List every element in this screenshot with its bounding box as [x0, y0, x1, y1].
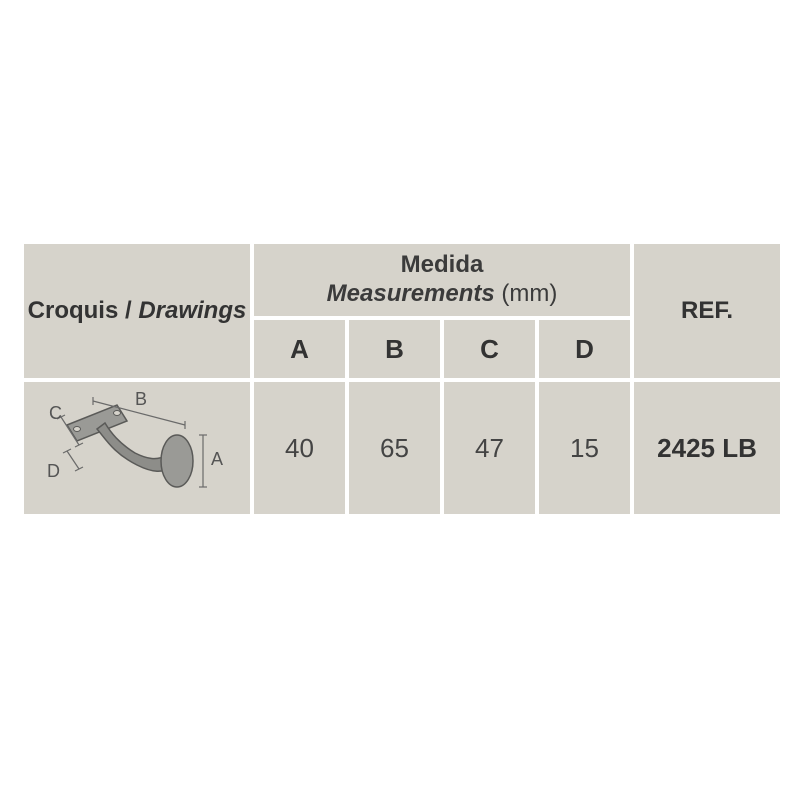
header-ref: REF. — [632, 242, 782, 380]
label-B: B — [135, 389, 147, 410]
header-row-1: Croquis / Drawings Medida Measurements (… — [22, 242, 782, 318]
label-C: C — [49, 403, 62, 424]
header-croquis: Croquis / Drawings — [22, 242, 252, 380]
page: Croquis / Drawings Medida Measurements (… — [0, 0, 800, 800]
drawings-text: Drawings — [138, 297, 246, 324]
val-B: 65 — [347, 380, 442, 516]
header-measurements: Medida Measurements (mm) — [252, 242, 632, 318]
col-C: C — [442, 318, 537, 380]
dim-D-t2 — [75, 467, 83, 471]
hole-2 — [114, 411, 121, 416]
col-A: A — [252, 318, 347, 380]
croquis-text: Croquis — [28, 297, 119, 324]
bracket-diagram: B C D A — [25, 383, 249, 513]
drawing-cell: B C D A — [22, 380, 252, 516]
val-A: 40 — [252, 380, 347, 516]
unit-text: (mm) — [501, 280, 557, 307]
medida-text: Medida — [255, 251, 629, 280]
dim-C-t2 — [75, 443, 83, 447]
arm-shape — [97, 423, 171, 471]
col-D: D — [537, 318, 632, 380]
sep: / — [125, 297, 138, 324]
base-disk — [161, 435, 193, 487]
val-C: 47 — [442, 380, 537, 516]
dim-D-line — [67, 451, 79, 469]
col-B: B — [347, 318, 442, 380]
ref-label: REF. — [681, 297, 733, 324]
dim-D-t1 — [63, 449, 71, 453]
val-ref: 2425 LB — [632, 380, 782, 516]
label-A: A — [211, 449, 223, 470]
data-row: B C D A 40 65 47 15 2425 LB — [22, 380, 782, 516]
spec-table: Croquis / Drawings Medida Measurements (… — [20, 240, 784, 518]
spec-table-container: Croquis / Drawings Medida Measurements (… — [20, 240, 780, 518]
hole-1 — [74, 427, 81, 432]
measurements-text: Measurements — [327, 280, 495, 307]
label-D: D — [47, 461, 60, 482]
val-D: 15 — [537, 380, 632, 516]
